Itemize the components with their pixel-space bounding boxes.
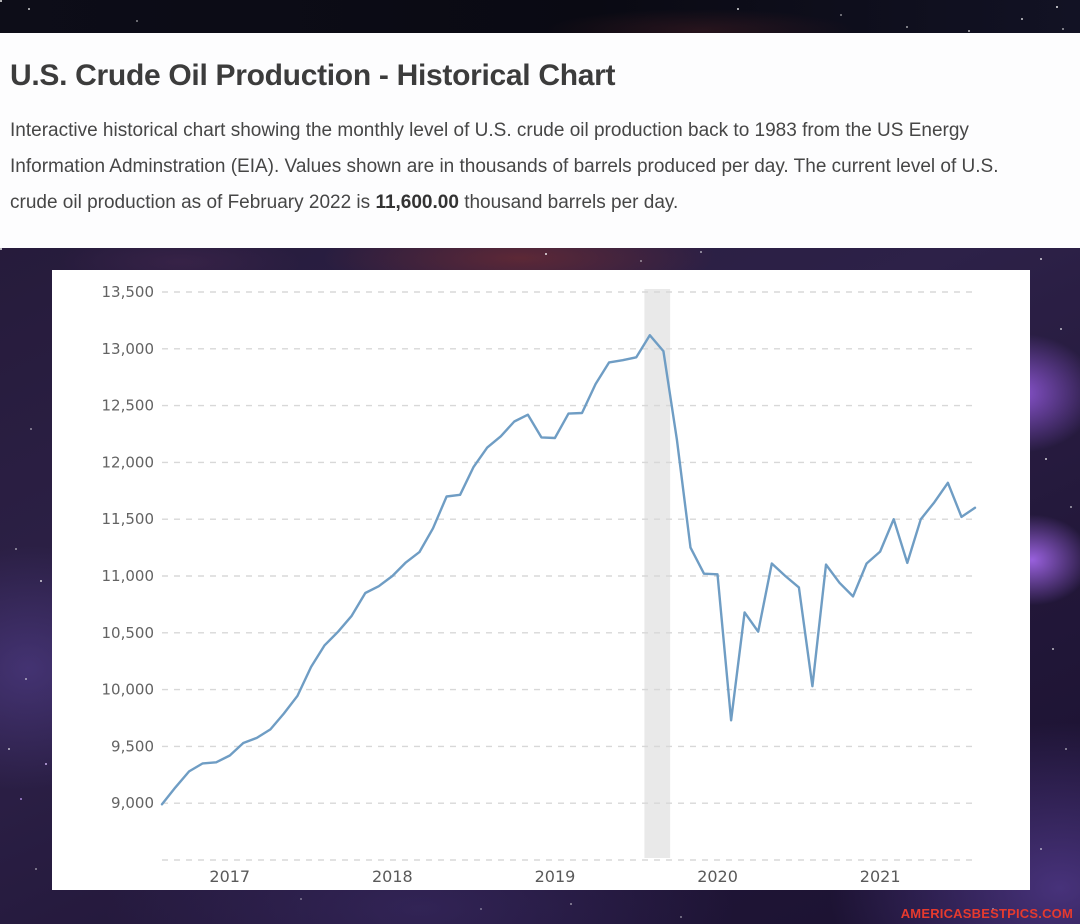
y-axis-label: 12,500 xyxy=(102,397,155,415)
y-axis-label: 9,000 xyxy=(111,794,154,812)
top-bar xyxy=(0,0,1080,33)
description-line-3-prefix: crude oil production as of February 2022… xyxy=(10,192,376,213)
x-axis-label: 2020 xyxy=(697,867,738,886)
chart-panel: 13,500 13,000 12,500 12,000 11,500 11,000 10,5… xyxy=(52,270,1030,890)
description-line-3: crude oil production as of February 2022… xyxy=(10,185,999,221)
y-axis-label: 13,000 xyxy=(102,340,155,358)
current-production-value: 11,600.00 xyxy=(375,192,459,213)
y-axis-label: 11,500 xyxy=(102,510,155,528)
page-description: Interactive historical chart showing the… xyxy=(10,113,999,221)
y-axis-label: 10,500 xyxy=(102,624,155,642)
description-line-1: Interactive historical chart showing the… xyxy=(10,120,969,141)
y-axis-label: 12,000 xyxy=(102,453,155,471)
x-axis-label: 2018 xyxy=(372,867,413,886)
x-axis-label: 2019 xyxy=(535,867,576,886)
production-line-chart[interactable]: 13,500 13,000 12,500 12,000 11,500 11,000 10,5… xyxy=(52,270,1030,890)
stars-decoration xyxy=(0,0,2,2)
galaxy-background: 13,500 13,000 12,500 12,000 11,500 11,000 10,5… xyxy=(0,248,1080,924)
x-axis-label: 2017 xyxy=(209,867,250,886)
description-line-3-suffix: thousand barrels per day. xyxy=(458,192,679,213)
y-axis-label: 10,000 xyxy=(102,681,155,699)
y-axis-label: 13,500 xyxy=(102,283,155,301)
description-line-2: Information Adminstration (EIA). Values … xyxy=(10,156,999,177)
y-axis-label: 11,000 xyxy=(102,567,155,585)
article-header-section: U.S. Crude Oil Production - Historical C… xyxy=(0,33,1080,248)
page-title: U.S. Crude Oil Production - Historical C… xyxy=(10,59,616,92)
recession-band xyxy=(644,289,671,858)
y-axis-label: 9,500 xyxy=(111,737,154,755)
production-series-line xyxy=(160,333,977,806)
watermark: AMERICASBESTPICS.COM xyxy=(900,906,1073,921)
x-axis-label: 2021 xyxy=(860,867,901,886)
stars-decoration xyxy=(0,248,2,250)
